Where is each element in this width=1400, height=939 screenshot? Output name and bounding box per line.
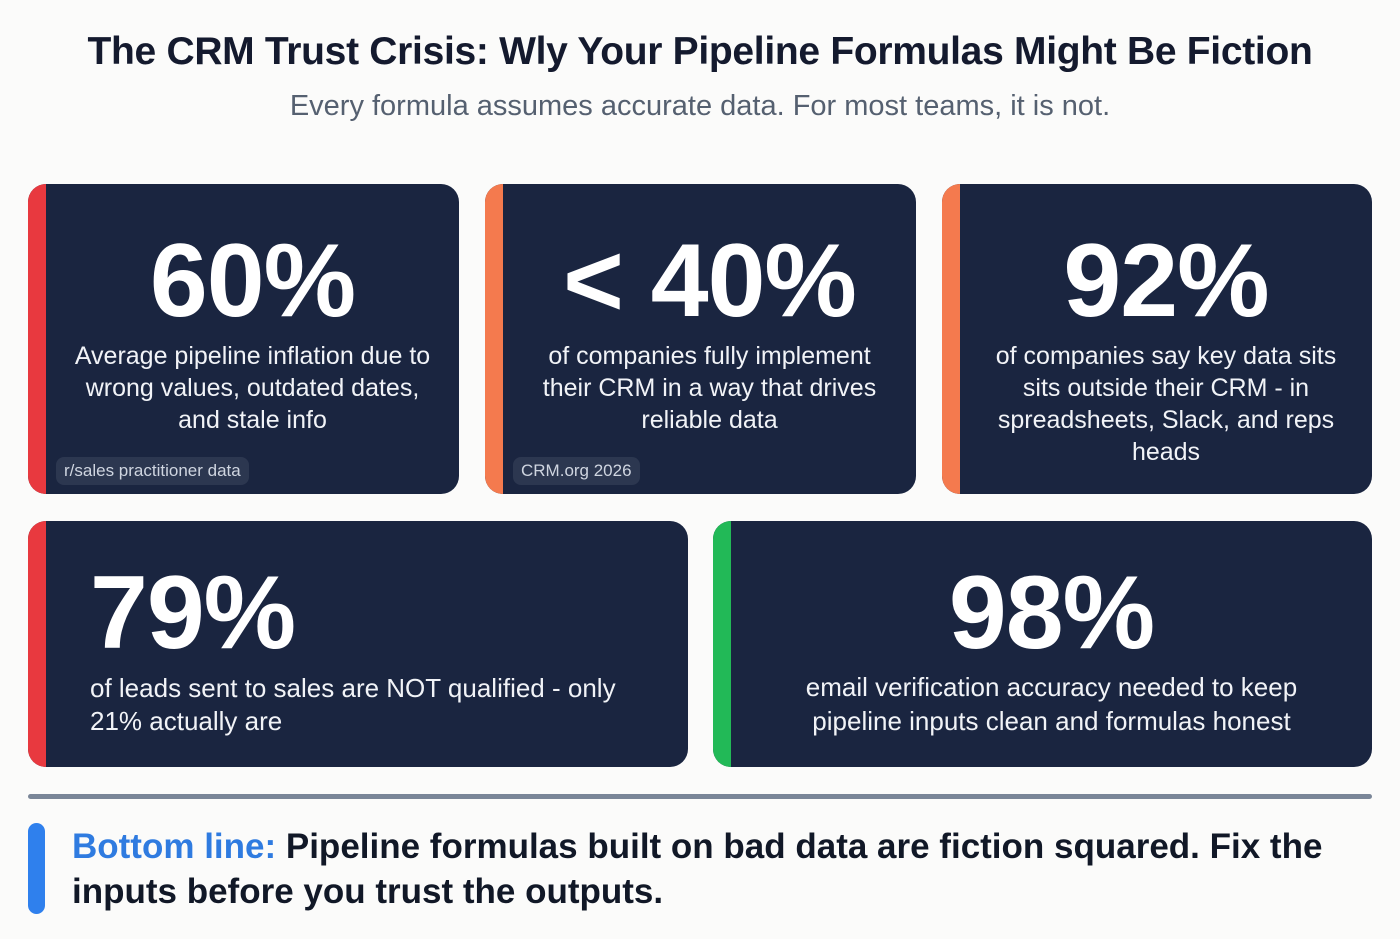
accent-bar-red	[28, 521, 46, 767]
source-badge: r/sales practitioner data	[56, 457, 249, 485]
stat-card-unqualified-leads: 79% of leads sent to sales are NOT quali…	[28, 521, 688, 767]
stat-card-crm-implementation: < 40% of companies fully implement their…	[485, 184, 916, 494]
page-subtitle: Every formula assumes accurate data. For…	[289, 90, 1111, 122]
stat-value: 98%	[948, 555, 1155, 671]
accent-bar-orange	[942, 184, 960, 494]
accent-bar-red	[28, 184, 46, 494]
source-badge: CRM.org 2026	[513, 457, 640, 485]
accent-bar-orange	[485, 184, 503, 494]
stat-card-data-outside-crm: 92% of companies say key data sits sits …	[942, 184, 1372, 494]
stat-value: < 40%	[563, 223, 857, 339]
stat-description: Average pipeline inflation due to wrong …	[74, 342, 431, 434]
stat-value: 92%	[1063, 223, 1269, 339]
stat-card-pipeline-inflation: 60% Average pipeline inflation due to wr…	[28, 184, 459, 494]
stat-description: email verification accuracy needed to ke…	[805, 672, 1298, 736]
callout-accent-bar	[28, 823, 45, 914]
stat-card-email-verification: 98% email verification accuracy needed t…	[713, 521, 1372, 767]
bottom-line-label: Bottom line:	[72, 827, 277, 866]
stat-description: of leads sent to sales are NOT qualified…	[90, 673, 616, 736]
bottom-line-text: Pipeline formulas built on bad data are …	[72, 827, 1323, 911]
stat-value: 60%	[149, 223, 356, 339]
bottom-line-callout: Bottom line: Pipeline formulas built on …	[72, 824, 1372, 914]
stat-value: 79%	[90, 555, 296, 671]
section-divider	[28, 794, 1372, 799]
stat-description: of companies fully implement their CRM i…	[542, 342, 877, 434]
stat-description: of companies say key data sits sits outs…	[995, 342, 1337, 466]
accent-bar-green	[713, 521, 731, 767]
page-title: The CRM Trust Crisis: Wly Your Pipeline …	[87, 30, 1313, 73]
